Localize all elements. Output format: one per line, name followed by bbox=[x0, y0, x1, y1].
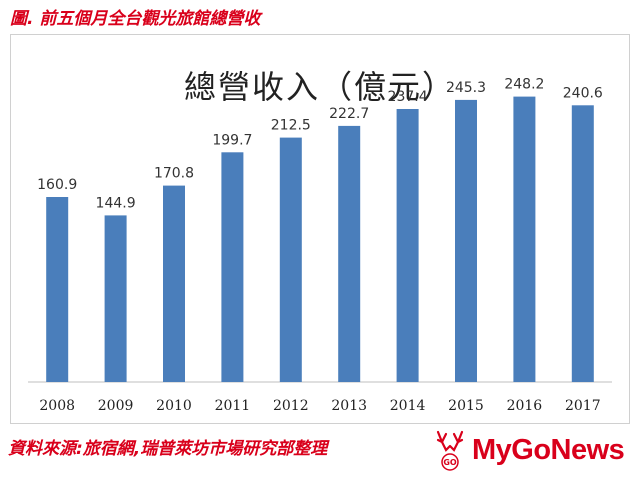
data-label-2009: 144.9 bbox=[96, 195, 136, 211]
data-label-2010: 170.8 bbox=[154, 166, 194, 182]
source-note: 資料來源:旅宿網,瑞普萊坊市場研究部整理 bbox=[8, 439, 328, 459]
bar-2014 bbox=[396, 109, 419, 382]
data-label-2013: 222.7 bbox=[329, 106, 369, 122]
data-label-2014: 237.4 bbox=[388, 89, 428, 105]
bar-2015 bbox=[455, 99, 477, 383]
data-label-2011: 199.7 bbox=[212, 132, 252, 148]
x-tick-label-2017: 2017 bbox=[565, 398, 601, 414]
chart-title: 總營收入（億元） bbox=[183, 68, 456, 106]
bar-2013 bbox=[338, 125, 361, 383]
deer-antler-icon: GO bbox=[436, 430, 464, 471]
svg-text:GO: GO bbox=[443, 458, 457, 467]
data-label-2016: 248.2 bbox=[504, 77, 544, 93]
x-tick-label-2010: 2010 bbox=[156, 398, 192, 414]
figure-caption: 圖. 前五個月全台觀光旅館總營收 bbox=[10, 9, 261, 29]
bar-2017 bbox=[571, 105, 594, 383]
x-tick-label-2011: 2011 bbox=[215, 398, 251, 414]
x-tick-label-2016: 2016 bbox=[507, 398, 543, 414]
bar-2011 bbox=[221, 152, 244, 382]
bar-2009 bbox=[104, 215, 127, 382]
data-label-2012: 212.5 bbox=[271, 118, 311, 134]
x-tick-label-2013: 2013 bbox=[331, 398, 367, 414]
bar-2016 bbox=[513, 96, 536, 382]
data-label-2008: 160.9 bbox=[37, 177, 77, 193]
data-label-2017: 240.6 bbox=[563, 85, 603, 101]
x-tick-label-2012: 2012 bbox=[273, 398, 309, 414]
mygonews-logo: GO MyGoNews bbox=[432, 428, 632, 474]
bar-2008 bbox=[46, 197, 69, 382]
x-tick-label-2014: 2014 bbox=[390, 398, 426, 414]
data-label-2015: 245.3 bbox=[446, 80, 486, 96]
x-tick-label-2008: 2008 bbox=[39, 398, 75, 414]
bar-2012 bbox=[279, 137, 302, 382]
x-tick-label-2009: 2009 bbox=[98, 398, 134, 414]
x-tick-label-2015: 2015 bbox=[448, 398, 484, 414]
logo-text: MyGoNews bbox=[472, 434, 625, 466]
bar-2010 bbox=[163, 185, 185, 382]
